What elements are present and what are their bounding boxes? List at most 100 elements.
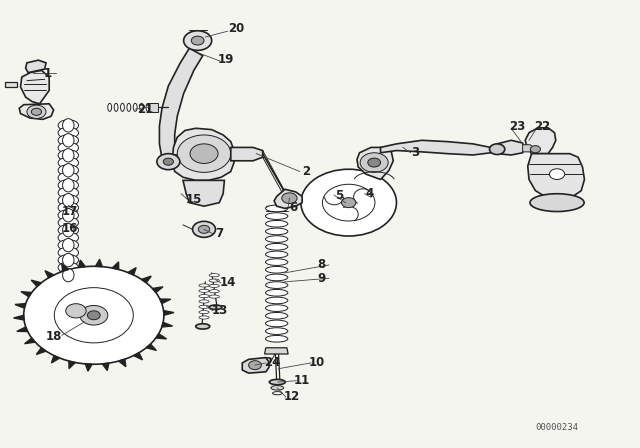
Polygon shape bbox=[160, 299, 171, 304]
Ellipse shape bbox=[58, 142, 79, 153]
Ellipse shape bbox=[209, 290, 220, 293]
Ellipse shape bbox=[266, 220, 288, 227]
Circle shape bbox=[31, 108, 42, 116]
Circle shape bbox=[193, 221, 216, 237]
Circle shape bbox=[368, 158, 381, 167]
Polygon shape bbox=[523, 145, 534, 152]
Polygon shape bbox=[95, 259, 102, 267]
Ellipse shape bbox=[58, 262, 79, 273]
Ellipse shape bbox=[209, 274, 220, 277]
Polygon shape bbox=[152, 287, 163, 293]
Ellipse shape bbox=[266, 336, 288, 342]
Polygon shape bbox=[264, 348, 288, 354]
Ellipse shape bbox=[114, 103, 118, 112]
Ellipse shape bbox=[63, 149, 74, 162]
Circle shape bbox=[191, 36, 204, 45]
Ellipse shape bbox=[273, 392, 282, 395]
Text: 19: 19 bbox=[218, 53, 234, 66]
Circle shape bbox=[198, 225, 210, 233]
Ellipse shape bbox=[63, 119, 74, 132]
Text: 6: 6 bbox=[289, 201, 298, 214]
Text: 13: 13 bbox=[211, 304, 227, 317]
Text: 23: 23 bbox=[509, 120, 525, 133]
Circle shape bbox=[549, 169, 564, 180]
Ellipse shape bbox=[209, 295, 220, 298]
Ellipse shape bbox=[266, 274, 288, 281]
Ellipse shape bbox=[58, 157, 79, 168]
Ellipse shape bbox=[58, 270, 79, 280]
Ellipse shape bbox=[58, 210, 79, 221]
Polygon shape bbox=[102, 363, 109, 370]
Ellipse shape bbox=[199, 284, 209, 287]
Ellipse shape bbox=[108, 103, 111, 112]
Circle shape bbox=[360, 153, 388, 172]
Polygon shape bbox=[112, 262, 118, 270]
Polygon shape bbox=[51, 356, 60, 363]
Ellipse shape bbox=[63, 194, 74, 207]
Text: 17: 17 bbox=[62, 205, 78, 218]
Ellipse shape bbox=[209, 305, 222, 310]
Ellipse shape bbox=[63, 208, 74, 222]
Ellipse shape bbox=[58, 135, 79, 146]
Text: 18: 18 bbox=[45, 330, 62, 343]
Ellipse shape bbox=[58, 240, 79, 251]
Ellipse shape bbox=[58, 232, 79, 243]
Polygon shape bbox=[15, 304, 26, 308]
Text: 5: 5 bbox=[335, 189, 343, 202]
Ellipse shape bbox=[58, 247, 79, 258]
Polygon shape bbox=[61, 264, 69, 271]
Text: 7: 7 bbox=[215, 227, 223, 240]
Polygon shape bbox=[147, 344, 156, 350]
Ellipse shape bbox=[266, 328, 288, 335]
Circle shape bbox=[24, 266, 164, 364]
Polygon shape bbox=[36, 348, 46, 354]
Ellipse shape bbox=[209, 284, 220, 288]
Text: 14: 14 bbox=[220, 276, 236, 289]
Circle shape bbox=[54, 288, 133, 343]
Text: 21: 21 bbox=[136, 103, 153, 116]
Ellipse shape bbox=[58, 172, 79, 183]
Ellipse shape bbox=[63, 179, 74, 192]
Ellipse shape bbox=[266, 236, 288, 242]
Text: 16: 16 bbox=[62, 222, 78, 235]
Ellipse shape bbox=[266, 320, 288, 327]
Polygon shape bbox=[69, 361, 76, 369]
Polygon shape bbox=[24, 338, 35, 344]
Polygon shape bbox=[525, 128, 556, 154]
Circle shape bbox=[301, 169, 396, 236]
Circle shape bbox=[177, 135, 231, 172]
Ellipse shape bbox=[58, 165, 79, 176]
Ellipse shape bbox=[530, 194, 584, 211]
Text: 2: 2 bbox=[302, 165, 310, 178]
Polygon shape bbox=[172, 128, 234, 181]
Ellipse shape bbox=[269, 379, 285, 385]
Polygon shape bbox=[381, 140, 491, 155]
Ellipse shape bbox=[58, 224, 79, 236]
Ellipse shape bbox=[199, 295, 209, 297]
Text: 12: 12 bbox=[283, 390, 300, 403]
Ellipse shape bbox=[140, 103, 143, 112]
Ellipse shape bbox=[58, 180, 79, 191]
Ellipse shape bbox=[63, 254, 74, 267]
Ellipse shape bbox=[120, 103, 124, 112]
Ellipse shape bbox=[199, 310, 209, 314]
Polygon shape bbox=[31, 280, 42, 286]
Ellipse shape bbox=[58, 277, 79, 288]
Circle shape bbox=[323, 184, 375, 221]
Polygon shape bbox=[148, 103, 158, 112]
Circle shape bbox=[490, 144, 505, 155]
Ellipse shape bbox=[266, 289, 288, 296]
Polygon shape bbox=[45, 271, 54, 278]
Polygon shape bbox=[26, 60, 46, 73]
Polygon shape bbox=[17, 327, 28, 332]
Polygon shape bbox=[13, 315, 24, 320]
Circle shape bbox=[282, 193, 297, 203]
Polygon shape bbox=[497, 140, 524, 155]
Ellipse shape bbox=[266, 228, 288, 235]
Ellipse shape bbox=[199, 300, 209, 303]
Ellipse shape bbox=[58, 187, 79, 198]
Circle shape bbox=[157, 154, 180, 170]
Polygon shape bbox=[231, 147, 262, 161]
Polygon shape bbox=[357, 147, 394, 180]
Ellipse shape bbox=[58, 202, 79, 213]
